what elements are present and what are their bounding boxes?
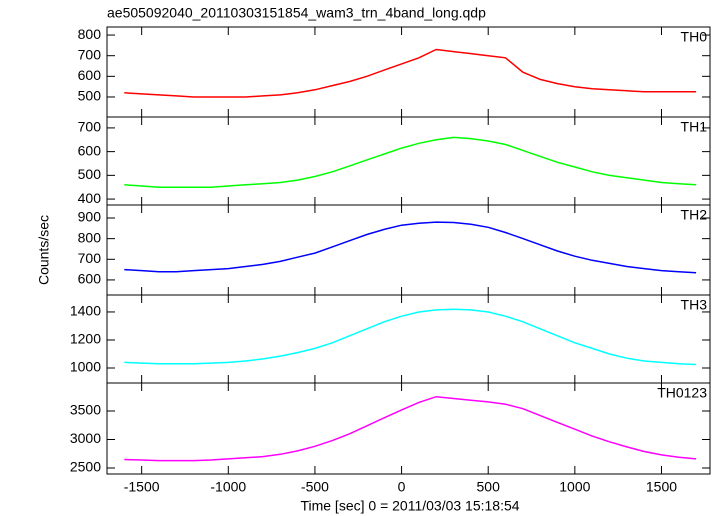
y-tick-label: 600 [78,142,102,158]
light-curve [124,221,697,274]
x-tick-label: 0 [398,479,406,495]
series-label: TH0 [681,29,708,45]
panel-frame [106,116,711,206]
panel-frame [106,382,711,475]
light-curve [124,48,697,98]
light-curve [124,395,697,462]
y-tick-label: 1000 [70,359,101,375]
y-tick-label: 700 [78,250,102,266]
y-tick-label: 600 [78,271,102,287]
x-tick-label: -1000 [210,479,246,495]
x-tick-label: 500 [477,479,501,495]
y-tick-label: 3500 [70,402,101,418]
panel-frame [106,26,711,118]
x-tick-label: 1000 [559,479,590,495]
y-tick-label: 2500 [70,459,101,475]
y-tick-label: 900 [78,209,102,225]
y-tick-label: 700 [78,119,102,135]
y-tick-label: 500 [78,88,102,104]
x-tick-label: -500 [301,479,329,495]
panel-frame [106,204,711,296]
x-tick-label: 1500 [646,479,677,495]
series-label: TH3 [681,297,708,313]
y-tick-label: 1200 [70,331,101,347]
series-label: TH2 [681,207,708,223]
light-curve [124,136,697,188]
y-tick-label: 800 [78,229,102,245]
light-curve [124,308,697,366]
y-tick-label: 400 [78,190,102,206]
y-tick-label: 500 [78,166,102,182]
y-axis-label: Counts/sec [36,215,52,285]
y-tick-label: 700 [78,46,102,62]
chart-title: ae505092040_20110303151854_wam3_trn_4ban… [107,5,486,21]
y-tick-label: 800 [78,26,102,42]
y-tick-label: 600 [78,67,102,83]
y-tick-label: 3000 [70,430,101,446]
panel-frame [106,294,711,384]
y-tick-label: 1400 [70,303,101,319]
x-axis-label: Time [sec] 0 = 2011/03/03 15:18:54 [300,498,519,514]
x-tick-label: -1500 [124,479,160,495]
series-label: TH1 [681,119,708,135]
series-label: TH0123 [657,385,707,401]
